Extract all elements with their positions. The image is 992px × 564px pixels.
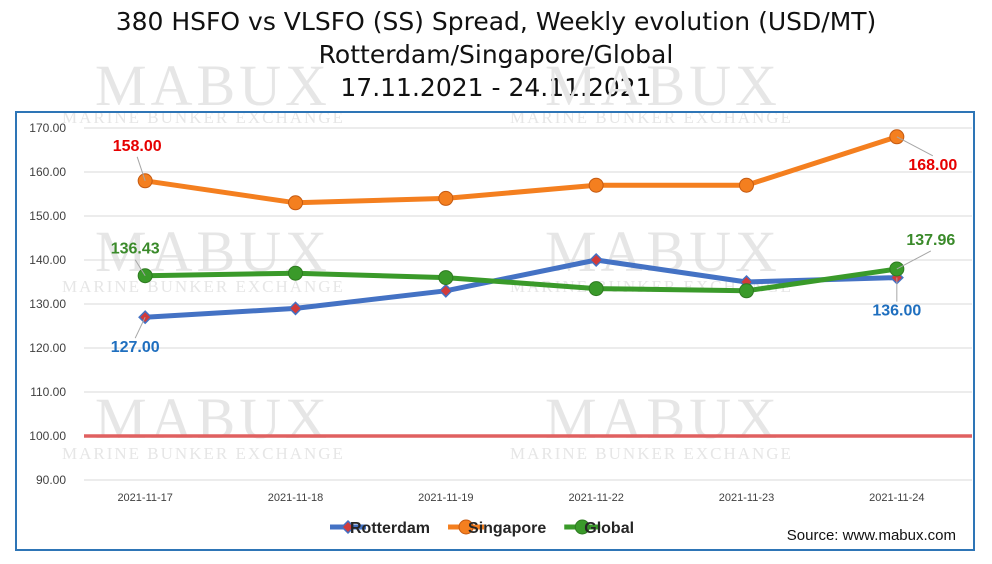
y-tick-label: 150.00 bbox=[29, 209, 66, 223]
data-label: 158.00 bbox=[113, 138, 162, 155]
chart-frame bbox=[15, 111, 975, 551]
data-point-rotterdam bbox=[589, 252, 604, 268]
legend-label-rotterdam: Rotterdam bbox=[350, 520, 430, 537]
chart-title-line-1: 380 HSFO vs VLSFO (SS) Spread, Weekly ev… bbox=[115, 7, 877, 36]
series-line-singapore bbox=[144, 134, 898, 206]
y-tick-label: 120.00 bbox=[29, 341, 66, 355]
legend-label-singapore: Singapore bbox=[468, 520, 546, 537]
data-label-leader bbox=[134, 259, 146, 276]
y-tick-label: 110.00 bbox=[30, 385, 66, 399]
data-point-singapore bbox=[739, 177, 754, 193]
chart-title-line-3: 17.11.2021 - 24.11.2021 bbox=[340, 73, 652, 102]
legend-marker-global bbox=[574, 519, 590, 535]
y-tick-label: 90.00 bbox=[36, 473, 66, 487]
data-label-leader bbox=[134, 316, 146, 339]
data-point-singapore bbox=[588, 177, 604, 193]
legend-marker-singapore bbox=[458, 519, 474, 535]
data-label: 136.43 bbox=[111, 241, 160, 258]
data-point-global bbox=[288, 265, 303, 281]
data-point-singapore bbox=[438, 190, 454, 206]
y-tick-label: 140.00 bbox=[29, 253, 66, 267]
x-tick-label: 2021-11-18 bbox=[268, 492, 323, 504]
x-tick-label: 2021-11-24 bbox=[869, 492, 924, 504]
data-label-leader bbox=[136, 156, 146, 181]
data-label: 137.96 bbox=[906, 232, 955, 249]
y-tick-label: 130.00 bbox=[29, 297, 66, 311]
data-label-leader bbox=[896, 136, 934, 157]
data-point-rotterdam bbox=[288, 301, 303, 316]
series-line-global bbox=[145, 266, 898, 294]
data-label-leader bbox=[896, 250, 932, 270]
x-tick-label: 2021-11-19 bbox=[418, 492, 473, 504]
x-tick-label: 2021-11-23 bbox=[719, 492, 774, 504]
data-point-rotterdam bbox=[438, 283, 453, 298]
y-tick-label: 100.00 bbox=[29, 429, 66, 443]
data-point-global bbox=[588, 281, 604, 297]
data-label: 127.00 bbox=[111, 339, 160, 356]
legend-marker-rotterdam bbox=[340, 519, 356, 535]
data-label: 136.00 bbox=[872, 303, 921, 320]
x-tick-label: 2021-11-22 bbox=[568, 492, 623, 504]
data-label: 168.00 bbox=[908, 157, 957, 174]
y-tick-label: 170.00 bbox=[29, 121, 66, 135]
x-tick-label: 2021-11-17 bbox=[117, 492, 172, 504]
data-point-global bbox=[739, 283, 754, 299]
y-tick-label: 160.00 bbox=[29, 165, 66, 179]
chart-title-line-2: Rotterdam/Singapore/Global bbox=[318, 40, 674, 69]
data-point-singapore bbox=[288, 195, 303, 211]
series-line-rotterdam bbox=[145, 257, 897, 320]
data-point-global bbox=[438, 270, 454, 286]
source-text: Source: www.mabux.com bbox=[787, 527, 956, 544]
legend-label-global: Global bbox=[584, 520, 634, 537]
